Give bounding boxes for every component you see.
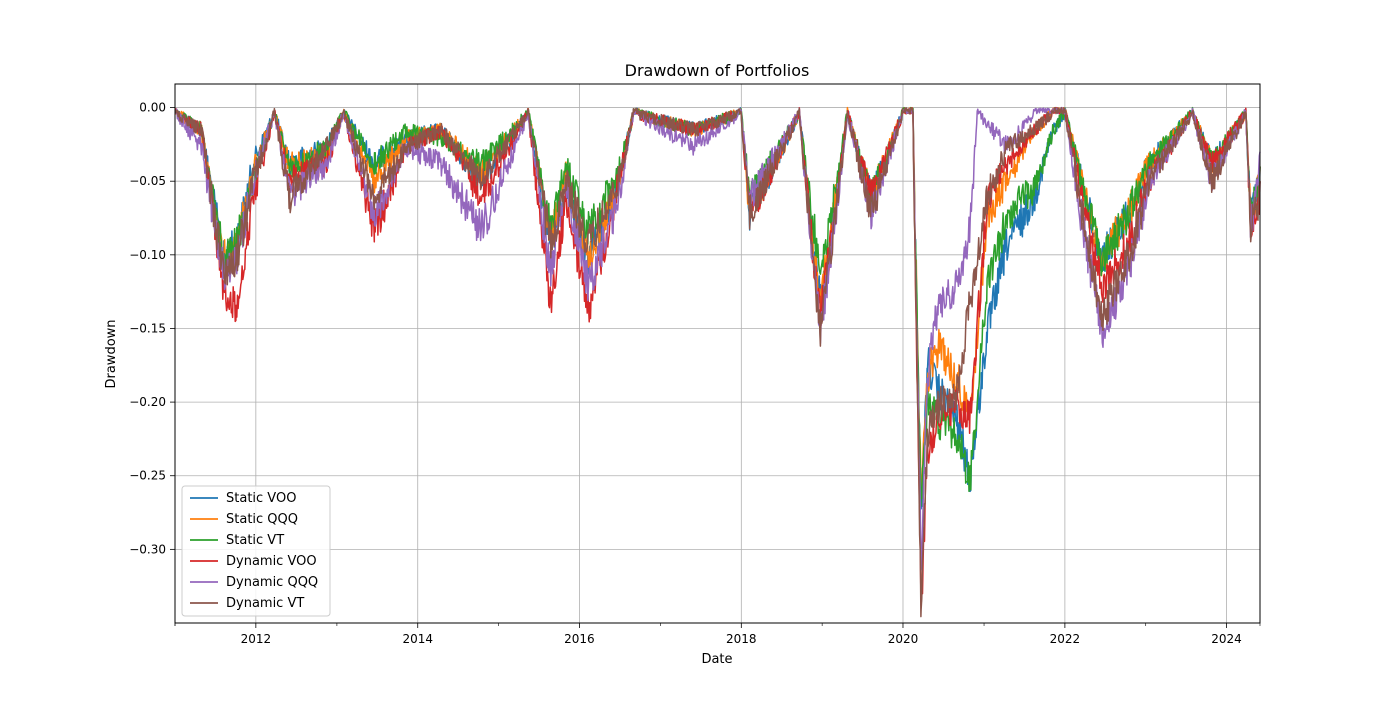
x-tick-label: 2022 [1050, 632, 1081, 646]
series-line-dynamic-vt [174, 106, 1261, 618]
y-tick-label: −0.10 [129, 248, 166, 262]
x-tick-label: 2018 [726, 632, 757, 646]
legend-label: Static QQQ [226, 512, 298, 527]
x-tick-label: 2024 [1211, 632, 1242, 646]
y-tick-label: −0.15 [129, 321, 166, 335]
legend-label: Dynamic VOO [226, 554, 317, 569]
y-tick-label: 0.00 [139, 101, 166, 115]
legend-box [181, 485, 331, 617]
x-tick-label: 2016 [564, 632, 595, 646]
x-axis-ticks: 2012 2014 2016 2018 2020 2022 2024 [174, 623, 1261, 646]
chart-title: Drawdown of Portfolios [625, 61, 810, 80]
x-tick-label: 2012 [241, 632, 272, 646]
legend-label: Dynamic QQQ [226, 575, 318, 590]
y-tick-label: −0.30 [129, 542, 166, 556]
legend-label: Static VOO [226, 491, 296, 506]
grid-lines [175, 84, 1260, 623]
x-axis-label: Date [701, 652, 732, 667]
y-tick-label: −0.20 [129, 395, 166, 409]
y-tick-label: −0.25 [129, 469, 166, 483]
legend-label: Static VT [226, 533, 284, 548]
y-axis-label: Drawdown [104, 319, 119, 388]
plot-frame [174, 83, 1261, 624]
y-axis-ticks: 0.00 −0.05 −0.10 −0.15 −0.20 −0.25 −0.30 [129, 101, 175, 556]
x-tick-label: 2020 [888, 632, 919, 646]
legend-label: Dynamic VT [226, 596, 304, 611]
x-tick-label: 2014 [402, 632, 433, 646]
y-tick-label: −0.05 [129, 174, 166, 188]
series-lines [174, 106, 1261, 618]
legend: Static VOO Static QQQ Static VT Dynamic VOO… [181, 485, 331, 617]
